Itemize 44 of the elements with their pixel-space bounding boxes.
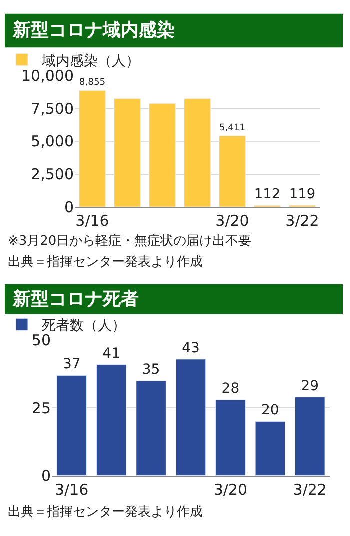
y-tick-label: 10,000 [22,66,74,85]
data-label: 20 [262,402,280,419]
x-tick-label: 3/16 [55,480,89,499]
data-label: 8,855 [79,77,106,88]
data-label: 43 [182,340,200,356]
chart-title: 新型コロナ死者 [12,289,139,310]
legend-label: 域内感染（人） [41,53,140,70]
bar [176,359,206,476]
data-label: 119 [289,186,316,203]
x-tick-label: 3/22 [293,480,327,499]
y-tick-label: 7,500 [31,100,74,118]
x-tick-label: 3/16 [76,212,110,230]
bar [149,103,176,208]
bar [136,380,166,476]
bar [79,90,106,208]
source-note: 出典＝指揮センター発表より作成 [8,505,203,520]
y-tick-label: 0 [64,198,74,216]
y-tick-label: 2,500 [31,166,74,184]
bar [114,98,141,208]
data-label: 28 [222,381,240,398]
bar [56,375,87,476]
y-tick-label: 5,000 [31,132,74,151]
data-label: 29 [301,378,320,394]
bar [255,421,286,476]
bar [219,136,246,208]
text: ※3月20日から軽症・無症状の届け出不要 [8,234,252,249]
data-label: 5,411 [219,122,246,134]
chart-title: 新型コロナ域内感染 [12,20,175,41]
data-label: 37 [62,356,81,373]
bar [295,397,326,476]
y-tick-label: 0 [41,467,51,486]
bar [96,364,127,476]
x-tick-label: 3/20 [216,212,250,230]
bar [184,98,211,208]
y-tick-label: 25 [32,399,51,418]
x-tick-label: 3/22 [286,212,320,230]
source-note: 出典＝指揮センター発表より作成 [8,255,203,270]
bar [216,400,246,476]
data-label: 35 [142,362,160,378]
y-tick-label: 50 [32,332,51,350]
x-tick-label: 3/20 [214,480,248,499]
legend-label: 死者数（人） [42,318,126,334]
data-label: 41 [102,346,120,362]
data-label: 112 [254,186,281,203]
